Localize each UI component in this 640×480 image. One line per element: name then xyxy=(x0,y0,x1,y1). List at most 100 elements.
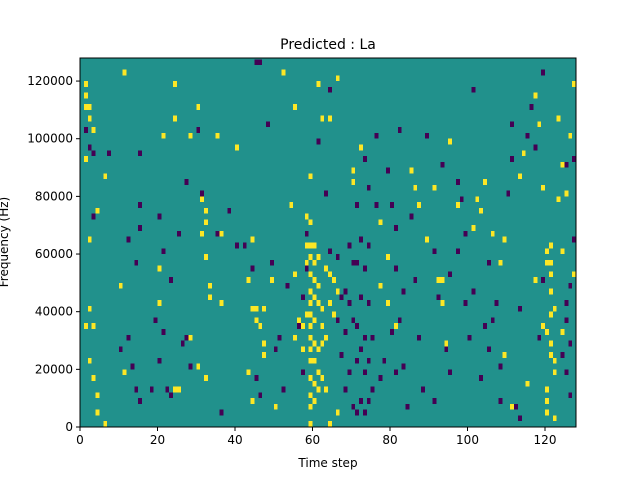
heatmap-cell-high xyxy=(83,81,88,87)
heatmap-cell-high xyxy=(444,340,449,347)
heatmap-cell-high xyxy=(304,259,309,266)
heatmap-cell-high xyxy=(103,173,108,180)
heatmap-cell-high xyxy=(533,277,538,283)
heatmap-cell-low xyxy=(200,190,205,197)
heatmap-cell-low xyxy=(498,398,503,404)
heatmap-cell-low xyxy=(378,375,383,381)
heatmap-cell-low xyxy=(87,144,92,151)
heatmap-cell-high xyxy=(320,340,325,347)
heatmap-cell-high xyxy=(378,282,383,289)
heatmap-cell-high xyxy=(219,230,224,237)
heatmap-cell-low xyxy=(91,150,96,157)
heatmap-cell-low xyxy=(355,409,360,416)
x-tick-label: 120 xyxy=(534,433,557,447)
heatmap-cell-high xyxy=(517,173,522,180)
heatmap-cell-high xyxy=(440,300,445,306)
heatmap-background xyxy=(80,58,576,427)
heatmap-cell-high xyxy=(436,277,441,283)
heatmap-cell-low xyxy=(328,86,332,93)
heatmap-cell-low xyxy=(347,242,352,249)
heatmap-cell-high xyxy=(308,334,313,341)
heatmap-cell-low xyxy=(273,346,278,353)
heatmap-cell-high xyxy=(316,369,321,376)
y-tick-label: 120000 xyxy=(27,74,73,88)
heatmap-cell-low xyxy=(266,121,270,128)
heatmap-cell-high xyxy=(545,248,549,255)
heatmap-cell-high xyxy=(556,196,561,203)
heatmap-cell-high xyxy=(308,271,313,278)
heatmap-cell-low xyxy=(517,415,522,422)
heatmap-cell-low xyxy=(161,248,166,255)
heatmap-cell-low xyxy=(300,294,305,301)
heatmap-cell-low xyxy=(138,398,143,404)
heatmap-cell-high xyxy=(378,219,383,226)
heatmap-cell-high xyxy=(308,311,313,318)
heatmap-cell-low xyxy=(467,334,472,341)
heatmap-cell-high xyxy=(289,202,294,208)
heatmap-cell-high xyxy=(328,271,332,278)
x-tick-label: 40 xyxy=(227,433,242,447)
heatmap-cell-low xyxy=(568,340,573,347)
x-tick-label: 80 xyxy=(382,433,397,447)
heatmap-cell-low xyxy=(386,167,391,174)
heatmap-cell-low xyxy=(471,86,476,93)
heatmap-cell-low xyxy=(405,403,410,410)
heatmap-cell-low xyxy=(421,386,425,393)
heatmap-cell-high xyxy=(498,259,503,266)
heatmap-cell-low xyxy=(525,132,530,139)
heatmap-cell-high xyxy=(502,352,507,358)
heatmap-cell-high xyxy=(157,300,162,306)
heatmap-cell-high xyxy=(250,398,255,404)
heatmap-cell-low xyxy=(448,271,453,278)
heatmap-cell-low xyxy=(362,409,367,416)
heatmap-cell-low xyxy=(355,323,360,329)
heatmap-cell-low xyxy=(455,179,460,185)
heatmap-cell-high xyxy=(545,386,549,393)
heatmap-cell-high xyxy=(545,328,549,335)
heatmap-cell-high xyxy=(320,375,325,381)
heatmap-cell-high xyxy=(324,386,329,393)
heatmap-cell-high xyxy=(204,219,208,226)
heatmap-cell-high xyxy=(87,305,92,312)
heatmap-cell-low xyxy=(328,248,332,255)
heatmap-cell-high xyxy=(386,300,391,306)
heatmap-cell-high xyxy=(293,104,298,110)
heatmap-cell-low xyxy=(138,150,143,157)
heatmap-cell-high xyxy=(483,179,487,185)
heatmap-cell-high xyxy=(173,386,177,393)
heatmap-cell-high xyxy=(308,323,313,329)
heatmap-cell-low xyxy=(339,352,344,358)
heatmap-cell-high xyxy=(316,81,321,87)
heatmap-cell-low xyxy=(134,259,139,266)
heatmap-cell-low xyxy=(157,213,162,220)
heatmap-cell-high xyxy=(196,363,201,370)
heatmap-cell-high xyxy=(304,213,309,220)
heatmap-cell-low xyxy=(254,375,259,381)
heatmap-cell-high xyxy=(293,271,298,278)
heatmap-cell-low xyxy=(130,363,135,370)
heatmap-cell-high xyxy=(161,132,166,139)
heatmap-cell-high xyxy=(335,288,340,295)
heatmap-cell-high xyxy=(541,323,546,329)
heatmap-cell-low xyxy=(374,202,379,208)
heatmap-cell-low xyxy=(517,305,522,312)
heatmap-cell-high xyxy=(262,340,267,347)
heatmap-cell-low xyxy=(91,213,96,220)
heatmap-cell-high xyxy=(87,115,92,122)
heatmap-cell-high xyxy=(552,357,557,364)
heatmap-cell-low xyxy=(366,398,371,404)
heatmap-cell-low xyxy=(440,161,445,168)
heatmap-cell-low xyxy=(564,369,569,376)
heatmap-cell-low xyxy=(541,69,546,76)
heatmap-cell-high xyxy=(393,323,398,329)
y-axis-ticks: 0 20000 40000 60000 80000 100000 120000 xyxy=(27,74,80,434)
heatmap-cell-high xyxy=(312,398,317,404)
heatmap-cell-low xyxy=(83,127,88,133)
heatmap-cell-low xyxy=(134,386,139,393)
heatmap-cell-low xyxy=(390,328,394,335)
heatmap-cell-high xyxy=(204,375,208,381)
heatmap-cell-low xyxy=(393,225,398,231)
heatmap-cell-high xyxy=(359,144,363,151)
heatmap-cell-low xyxy=(568,282,573,289)
heatmap-cell-high xyxy=(545,398,549,404)
